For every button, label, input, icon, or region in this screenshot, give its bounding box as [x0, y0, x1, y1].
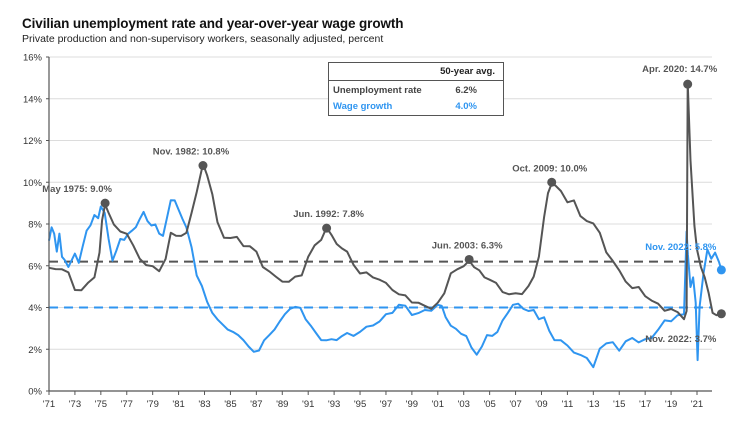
x-tick-label: '17 [639, 399, 651, 410]
annotation-label: May 1975: 9.0% [42, 184, 112, 195]
legend-wage-value: 4.0% [455, 101, 477, 112]
x-tick-label: '03 [458, 399, 470, 410]
x-tick-label: '91 [302, 399, 314, 410]
y-tick-label: 14% [23, 94, 43, 105]
annotation-label: Apr. 2020: 14.7% [642, 64, 718, 75]
annotation-marker [716, 309, 726, 319]
series-lines [48, 81, 723, 369]
chart-title: Civilian unemployment rate and year-over… [22, 16, 404, 31]
annotation-label: Oct. 2009: 10.0% [512, 163, 588, 174]
x-tick-label: '19 [665, 399, 677, 410]
x-tick-label: '13 [587, 399, 599, 410]
y-tick-label: 0% [28, 387, 42, 398]
x-tick-label: '81 [172, 399, 184, 410]
annotation-labels: May 1975: 9.0% Nov. 1982: 10.8% Jun. 1992:… [42, 64, 717, 345]
x-tick-label: '89 [276, 399, 288, 410]
x-tick-label: '85 [224, 399, 236, 410]
y-tick-label: 4% [28, 303, 42, 314]
annotation-markers [100, 79, 726, 319]
x-tick-label: '97 [380, 399, 392, 410]
annotation-label: Nov. 2022: 3.7% [645, 334, 717, 345]
annotation-marker [716, 265, 726, 275]
legend-unemployment-value: 6.2% [455, 85, 477, 96]
x-tick-label: '83 [198, 399, 210, 410]
x-tick-label: '77 [121, 399, 133, 410]
legend-divider [329, 80, 503, 81]
annotation-marker [198, 161, 208, 171]
x-tick-label: '75 [95, 399, 107, 410]
annotation-marker [464, 254, 474, 264]
annotation-marker [683, 79, 693, 89]
x-tick-label: '79 [146, 399, 158, 410]
axes: 0% 2% 4% 6% 8% 10% 12% 14% 16% '71 '73 '75 '77 '79 '81… [23, 53, 712, 410]
x-tick-label: '01 [432, 399, 444, 410]
y-tick-label: 12% [23, 136, 43, 147]
x-tick-label: '87 [250, 399, 262, 410]
x-tick-label: '73 [69, 399, 81, 410]
x-tick-label: '07 [509, 399, 521, 410]
x-tick-label: '15 [613, 399, 625, 410]
x-tick-label: '21 [691, 399, 703, 410]
legend-header: 50-year avg. [440, 66, 495, 77]
unemployment-rate-line [48, 81, 722, 321]
x-tick-label: '93 [328, 399, 340, 410]
x-tick-label: '09 [535, 399, 547, 410]
legend-unemployment-label: Unemployment rate [333, 85, 422, 96]
y-tick-label: 8% [28, 220, 42, 231]
annotation-marker [547, 177, 557, 187]
average-lines [49, 260, 712, 309]
legend-wage-label: Wage growth [333, 101, 393, 112]
annotation-label: Jun. 1992: 7.8% [293, 209, 364, 220]
annotation-marker [100, 198, 110, 208]
x-tick-label: '71 [43, 399, 55, 410]
y-tick-label: 16% [23, 53, 43, 64]
y-tick-label: 10% [23, 178, 43, 189]
annotation-label: Nov. 1982: 10.8% [153, 147, 230, 158]
legend-table: 50-year avg. Unemployment rate 6.2% Wage… [328, 62, 504, 116]
x-tick-label: '95 [354, 399, 366, 410]
x-tick-label: '05 [483, 399, 495, 410]
annotation-label: Nov. 2022: 5.8% [645, 242, 717, 253]
annotation-marker [322, 223, 332, 233]
x-tick-label: '11 [562, 399, 574, 410]
y-tick-label: 6% [28, 261, 42, 272]
wage-growth-line [48, 199, 723, 369]
chart-subtitle: Private production and non-supervisory w… [22, 33, 384, 45]
x-tick-label: '99 [406, 399, 418, 410]
y-tick-label: 2% [28, 345, 42, 356]
annotation-label: Jun. 2003: 6.3% [432, 240, 503, 251]
